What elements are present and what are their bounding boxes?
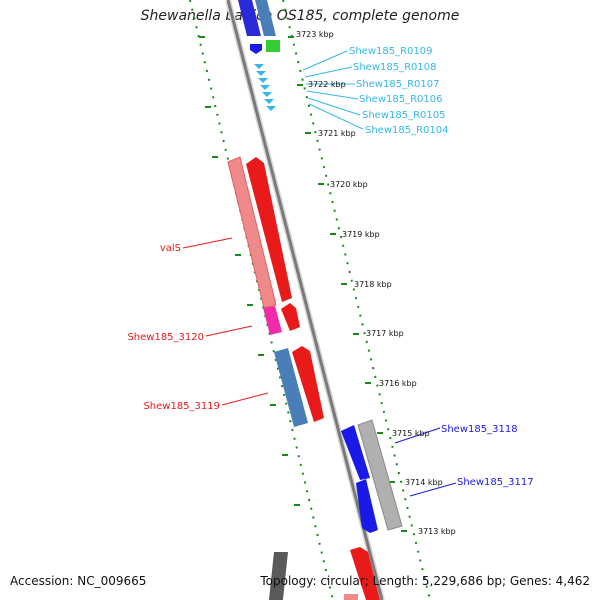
gene-label-rna: Shew185_R0104 [365,125,449,136]
gene-labels: Shew185_R0109 Shew185_R0108 Shew185_R010… [127,46,533,488]
gene-valS-light [227,156,277,309]
kbp-label: 3714 kbp [405,478,443,487]
kbp-label: 3718 kbp [354,280,392,289]
kbp-label: 3717 kbp [366,329,404,338]
inner-track-dots [282,0,431,600]
feature-top-steelblue [254,0,276,36]
gene-3120-pink [263,306,282,335]
feature-top-blue [238,0,261,36]
kbp-label: 3719 kbp [342,230,380,239]
gene-label-rna: Shew185_R0105 [362,110,446,121]
top-features [238,0,280,54]
gene-label-rna: Shew185_R0108 [353,62,437,73]
gene-3117-blue [356,479,378,533]
gene-label-red: valS [160,243,181,254]
gene-3119-red [292,346,324,422]
trna-cluster [254,64,276,111]
gene-3120-red [281,303,300,331]
bottom-features [268,547,380,600]
left-strand-genes [227,156,324,427]
outer-track-dots [189,0,334,600]
kbp-label: 3722 kbp [308,80,346,89]
accession-value: NC_009665 [77,574,147,588]
kbp-label: 3720 kbp [330,180,368,189]
label-leaders [182,50,457,497]
gene-label-red: Shew185_3120 [127,332,204,343]
kbp-label: 3721 kbp [318,129,356,138]
kbp-label: 3715 kbp [392,429,430,438]
major-ticks [199,36,407,532]
feature-top-green [266,40,280,52]
gene-valS-red [246,157,292,302]
accession-line: Accession: NC_009665 [10,574,146,588]
gene-3118-blue [341,425,370,480]
kbp-label: 3723 kbp [296,30,334,39]
right-strand-genes [341,419,403,533]
map-title: Shewanella baltica OS185, complete genom… [140,8,460,24]
kbp-label: 3716 kbp [379,379,417,388]
gene-3119-steelblue [274,348,308,427]
gene-label-blue: Shew185_3117 [457,477,534,488]
gene-label-rna: Shew185_R0106 [359,94,443,105]
accession-label: Accession: [10,574,74,588]
topology-line: Topology: circular; Length: 5,229,686 bp… [260,574,590,588]
gene-gray [357,419,403,531]
kbp-label: 3713 kbp [418,527,456,536]
kbp-scale: 3723 kbp 3722 kbp 3721 kbp 3720 kbp 3719… [296,30,456,536]
feature-top-blue-arrow [250,44,262,54]
gene-label-red: Shew185_3119 [143,401,220,412]
track-guides [189,0,431,600]
genome-backbone [225,0,385,600]
gene-label-rna: Shew185_R0109 [349,46,433,57]
gene-label-rna: Shew185_R0107 [356,79,440,90]
gene-label-blue: Shew185_3118 [441,424,518,435]
